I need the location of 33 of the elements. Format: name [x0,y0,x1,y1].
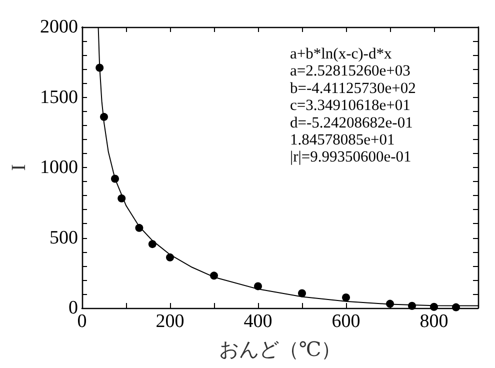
x-tick-label: 200 [156,311,184,332]
point [210,272,218,280]
point [135,224,144,232]
annotation: d=-5.24208682e-01 [290,114,413,132]
point [342,293,350,302]
point [111,174,119,183]
annotation: a+b*ln(x-c)-d*x [290,46,392,62]
point [166,253,174,262]
point [118,194,126,202]
point [430,302,438,311]
annotation: |r|=9.99350600e-01 [290,148,412,166]
annotation: b=-4.41125730e+02 [290,80,416,97]
y-axis-title: I [8,164,30,171]
annotation: 1.84578085e+01 [290,132,395,148]
point [148,240,156,248]
x-axis-title: おんど（℃） [218,339,342,361]
annotation: c=3.34910618e+01 [290,97,410,114]
y-tick-label: 1500 [40,86,78,108]
x-tick-label: 600 [332,311,360,332]
x-tick-label: 800 [420,311,448,332]
point [386,300,394,308]
point [298,289,306,298]
point [452,303,460,312]
y-tick-label: 0 [68,298,78,318]
annotation: a=2.52815260e+03 [290,62,411,80]
y-tick-label: 1000 [40,157,78,178]
y-tick-label: 500 [50,227,78,248]
point [408,302,416,310]
point [96,64,104,72]
point [100,112,108,121]
x-tick-label: 400 [244,311,272,332]
y-tick-label: 2000 [40,16,78,38]
point [254,282,262,290]
